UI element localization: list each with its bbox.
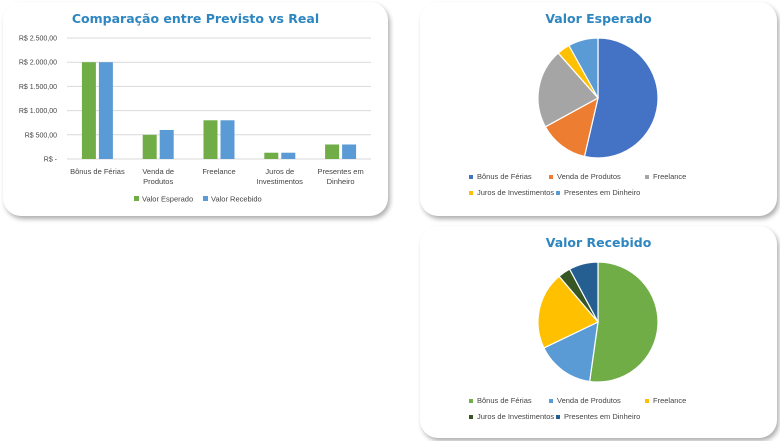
bar-esperado xyxy=(142,134,157,159)
x-tick-label: Freelance xyxy=(202,167,235,176)
y-tick-label: R$ 500,00 xyxy=(25,132,57,139)
legend-label: Valor Esperado xyxy=(142,195,193,204)
pie-chart-recebido xyxy=(537,261,659,383)
legend-item: Bônus de Férias xyxy=(469,396,532,405)
pie-chart-recebido-card: Valor Recebido Bônus de Férias Venda de P… xyxy=(420,226,777,438)
legend-swatch xyxy=(469,415,473,420)
pie-slice xyxy=(543,320,599,383)
legend-swatch xyxy=(469,399,473,404)
pie-slice xyxy=(588,261,659,383)
bar-esperado xyxy=(81,62,96,160)
legend-swatch xyxy=(469,175,473,180)
y-tick-label: R$ 1.500,00 xyxy=(19,84,57,91)
x-tick-label: Juros de Investimentos xyxy=(257,167,304,186)
legend-item: Freelance xyxy=(645,396,686,405)
y-tick-label: R$ 2.500,00 xyxy=(19,36,57,43)
pie-slice xyxy=(568,261,599,323)
pie-chart-esperado-card: Valor Esperado Bônus de Férias Venda de P… xyxy=(420,2,777,216)
x-tick-label: Presentes em Dinheiro xyxy=(317,167,363,186)
bar-esperado xyxy=(203,120,218,159)
legend-label: Valor Recebido xyxy=(211,195,262,204)
legend-swatch xyxy=(645,399,649,404)
legend-label: Freelance xyxy=(653,172,687,181)
legend-swatch xyxy=(645,175,649,180)
pie-slice xyxy=(583,37,659,159)
legend-label: Juros de Investimentos xyxy=(477,188,555,197)
legend-swatch xyxy=(549,399,553,404)
bar-recebido xyxy=(220,120,235,159)
y-tick-label: R$ - xyxy=(44,157,58,164)
pie-slice xyxy=(568,37,599,99)
bar-chart-card: Comparação entre Previsto vs Real R$ 2.5… xyxy=(3,2,388,216)
legend-item: Bônus de Férias xyxy=(469,172,532,181)
legend-item: Presentes em Dinheiro xyxy=(556,412,640,421)
legend-item: Juros de Investimentos xyxy=(469,412,554,421)
legend-label: Presentes em Dinheiro xyxy=(564,188,641,197)
legend-label: Venda de Produtos xyxy=(557,396,621,405)
legend-swatch xyxy=(549,175,553,180)
legend-item: Freelance xyxy=(645,172,686,181)
legend-swatch xyxy=(203,196,208,201)
bar-recebido xyxy=(98,62,113,160)
pie-chart-recebido-title: Valor Recebido xyxy=(545,235,652,250)
bar-esperado xyxy=(264,152,279,159)
legend-swatch xyxy=(134,196,139,201)
legend-swatch xyxy=(556,415,560,420)
pie-slice xyxy=(537,52,599,128)
legend-label: Bônus de Férias xyxy=(477,172,532,181)
bar-recebido xyxy=(281,152,296,159)
legend-swatch xyxy=(556,191,560,196)
x-tick-label: Venda de Produtos xyxy=(142,167,174,186)
legend-label: Bônus de Férias xyxy=(477,396,532,405)
legend-label: Presentes em Dinheiro xyxy=(564,412,641,421)
legend-item: Juros de Investimentos xyxy=(469,188,554,197)
legend-swatch xyxy=(469,191,473,196)
y-tick-label: R$ 1.000,00 xyxy=(19,108,57,115)
legend-item: Venda de Produtos xyxy=(549,172,621,181)
legend-label: Venda de Produtos xyxy=(557,172,621,181)
legend-item: Presentes em Dinheiro xyxy=(556,188,640,197)
pie-chart-esperado xyxy=(537,37,659,159)
pie-slice xyxy=(537,275,599,349)
bar-chart-title: Comparação entre Previsto vs Real xyxy=(71,11,320,26)
bar-recebido xyxy=(342,144,357,159)
legend-item: Venda de Produtos xyxy=(549,396,621,405)
bar-recebido xyxy=(159,129,174,159)
y-tick-label: R$ 2.000,00 xyxy=(19,60,57,67)
legend-label: Juros de Investimentos xyxy=(477,412,555,421)
legend-label: Freelance xyxy=(653,396,687,405)
x-tick-label: Bônus de Férias xyxy=(70,167,125,176)
pie-chart-esperado-title: Valor Esperado xyxy=(545,11,652,26)
bar-chart: R$ 2.500,00 R$ 2.000,00 R$ 1.500,00 R$ 1.00… xyxy=(19,36,371,204)
bar-esperado xyxy=(325,144,340,159)
